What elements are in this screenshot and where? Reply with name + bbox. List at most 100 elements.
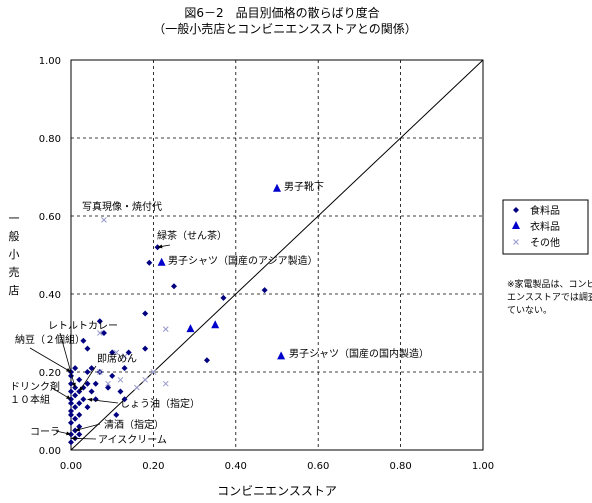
clothing-point (273, 183, 281, 192)
food-point (109, 372, 116, 379)
food-point (72, 365, 79, 372)
food-point (68, 388, 74, 395)
annotation: しょう油（指定） (87, 397, 200, 410)
food-point (76, 423, 83, 430)
food-point (96, 318, 103, 325)
clothing-point (512, 221, 520, 229)
food-point (72, 404, 79, 411)
diagonal-line (70, 59, 484, 451)
food-point (121, 396, 128, 403)
annotation-arrow (78, 365, 97, 392)
y-tick-labels: 0.00 0.20 0.40 0.60 0.80 1.00 (39, 56, 61, 457)
y-tick-label: 0.60 (39, 212, 61, 223)
food-point (92, 380, 99, 387)
annotation-arrow (59, 332, 76, 388)
x-tick-label: 0.80 (389, 461, 411, 472)
legend-item: その他 (513, 236, 560, 249)
x-tick-label: 1.00 (472, 461, 494, 472)
clothing-point (277, 351, 286, 360)
x-axis-label: コンビニエンスストア (217, 484, 337, 498)
food-point (88, 365, 95, 372)
arrow-head (66, 367, 71, 372)
food-point (121, 365, 128, 372)
arrow-head (79, 386, 84, 392)
other-point (96, 330, 103, 336)
food-point (146, 259, 153, 266)
annotation: 男子靴下 (284, 180, 324, 193)
arrow-head (66, 431, 71, 436)
y-axis-label-char: 売 (9, 266, 20, 279)
clothing-point (211, 320, 220, 329)
x-tick-label: 0.00 (60, 461, 82, 472)
other-point (117, 376, 124, 383)
other-point (162, 380, 169, 387)
annotation-label: レトルトカレー (48, 320, 118, 332)
food-point (68, 380, 74, 387)
annotation-label: 男子シャツ（国産の国内製造） (289, 347, 429, 360)
food-point (142, 310, 149, 317)
annotation: 男子シャツ（国産の国内製造） (289, 347, 429, 360)
annotation: 即席めん (78, 352, 137, 392)
x-tick-label: 0.60 (307, 461, 329, 472)
plot-area-frame (70, 59, 484, 451)
y-axis-label: 一般小売店 (9, 212, 20, 297)
annotation-label: しょう油（指定） (120, 397, 200, 410)
annotation-label: 男子靴下 (284, 180, 324, 193)
y-tick-label: 0.80 (39, 134, 61, 145)
annotation: 写真現像・焼付代 (82, 200, 162, 213)
annotation: 清酒（指定） (75, 418, 164, 432)
food-point (68, 419, 74, 426)
food-point (76, 431, 83, 438)
annotation-label: 緑茶（せん茶） (157, 229, 227, 242)
food-point (88, 388, 95, 395)
food-point (117, 388, 124, 395)
legend-item: 衣料品 (512, 220, 560, 233)
other-point (96, 369, 103, 375)
y-tick-label: 0.40 (39, 290, 61, 301)
food-point (76, 376, 83, 383)
other-point (105, 380, 111, 387)
annotation: 緑茶（せん茶） (157, 229, 227, 249)
annotation-label: 写真現像・焼付代 (82, 200, 162, 213)
annotation: アイスクリーム (70, 434, 167, 446)
food-point (100, 330, 107, 336)
y-tick-label: 1.00 (39, 56, 61, 67)
clothing-point (186, 324, 195, 333)
food-point (105, 384, 112, 391)
annotation-label: ドリンク剤 (10, 380, 60, 393)
x-tick-labels: 0.00 0.20 0.40 0.60 0.80 1.00 (60, 461, 494, 472)
arrow-head (87, 397, 93, 402)
annotation-arrow (29, 347, 72, 373)
food-point (109, 349, 116, 356)
y-axis-label-char: 般 (9, 230, 20, 243)
annotation-arrow (87, 398, 119, 404)
y-axis-label-char: 店 (9, 283, 20, 297)
annotation: コーラ (30, 426, 72, 438)
x-tick-label: 0.40 (225, 461, 247, 472)
annotation-label: 納豆（２個組） (15, 333, 85, 346)
food-point (171, 283, 177, 290)
food-point (84, 345, 91, 352)
annotation-label: コーラ (30, 426, 60, 438)
chart-title: 図6－2 品目別価格の散らばり度合 (184, 5, 379, 20)
other-point (513, 239, 519, 245)
footnote-line: エンスストアでは調査し (507, 291, 592, 303)
arrow-head (72, 382, 76, 388)
footnote: ※家電製品は、コンビニエンスストアでは調査していない。 (507, 278, 592, 316)
annotation-label: 清酒（指定） (104, 418, 164, 431)
arrow-head (71, 436, 76, 441)
y-tick-label: 0.20 (39, 368, 61, 379)
food-point (68, 411, 74, 418)
other-point (134, 384, 140, 391)
grid-lines (71, 60, 483, 450)
food-point (125, 349, 132, 356)
annotation-label: 男子シャツ（国産のアジア製造） (168, 254, 318, 267)
x-tick-label: 0.20 (142, 461, 164, 472)
food-point (68, 400, 74, 407)
food-point (113, 411, 120, 418)
